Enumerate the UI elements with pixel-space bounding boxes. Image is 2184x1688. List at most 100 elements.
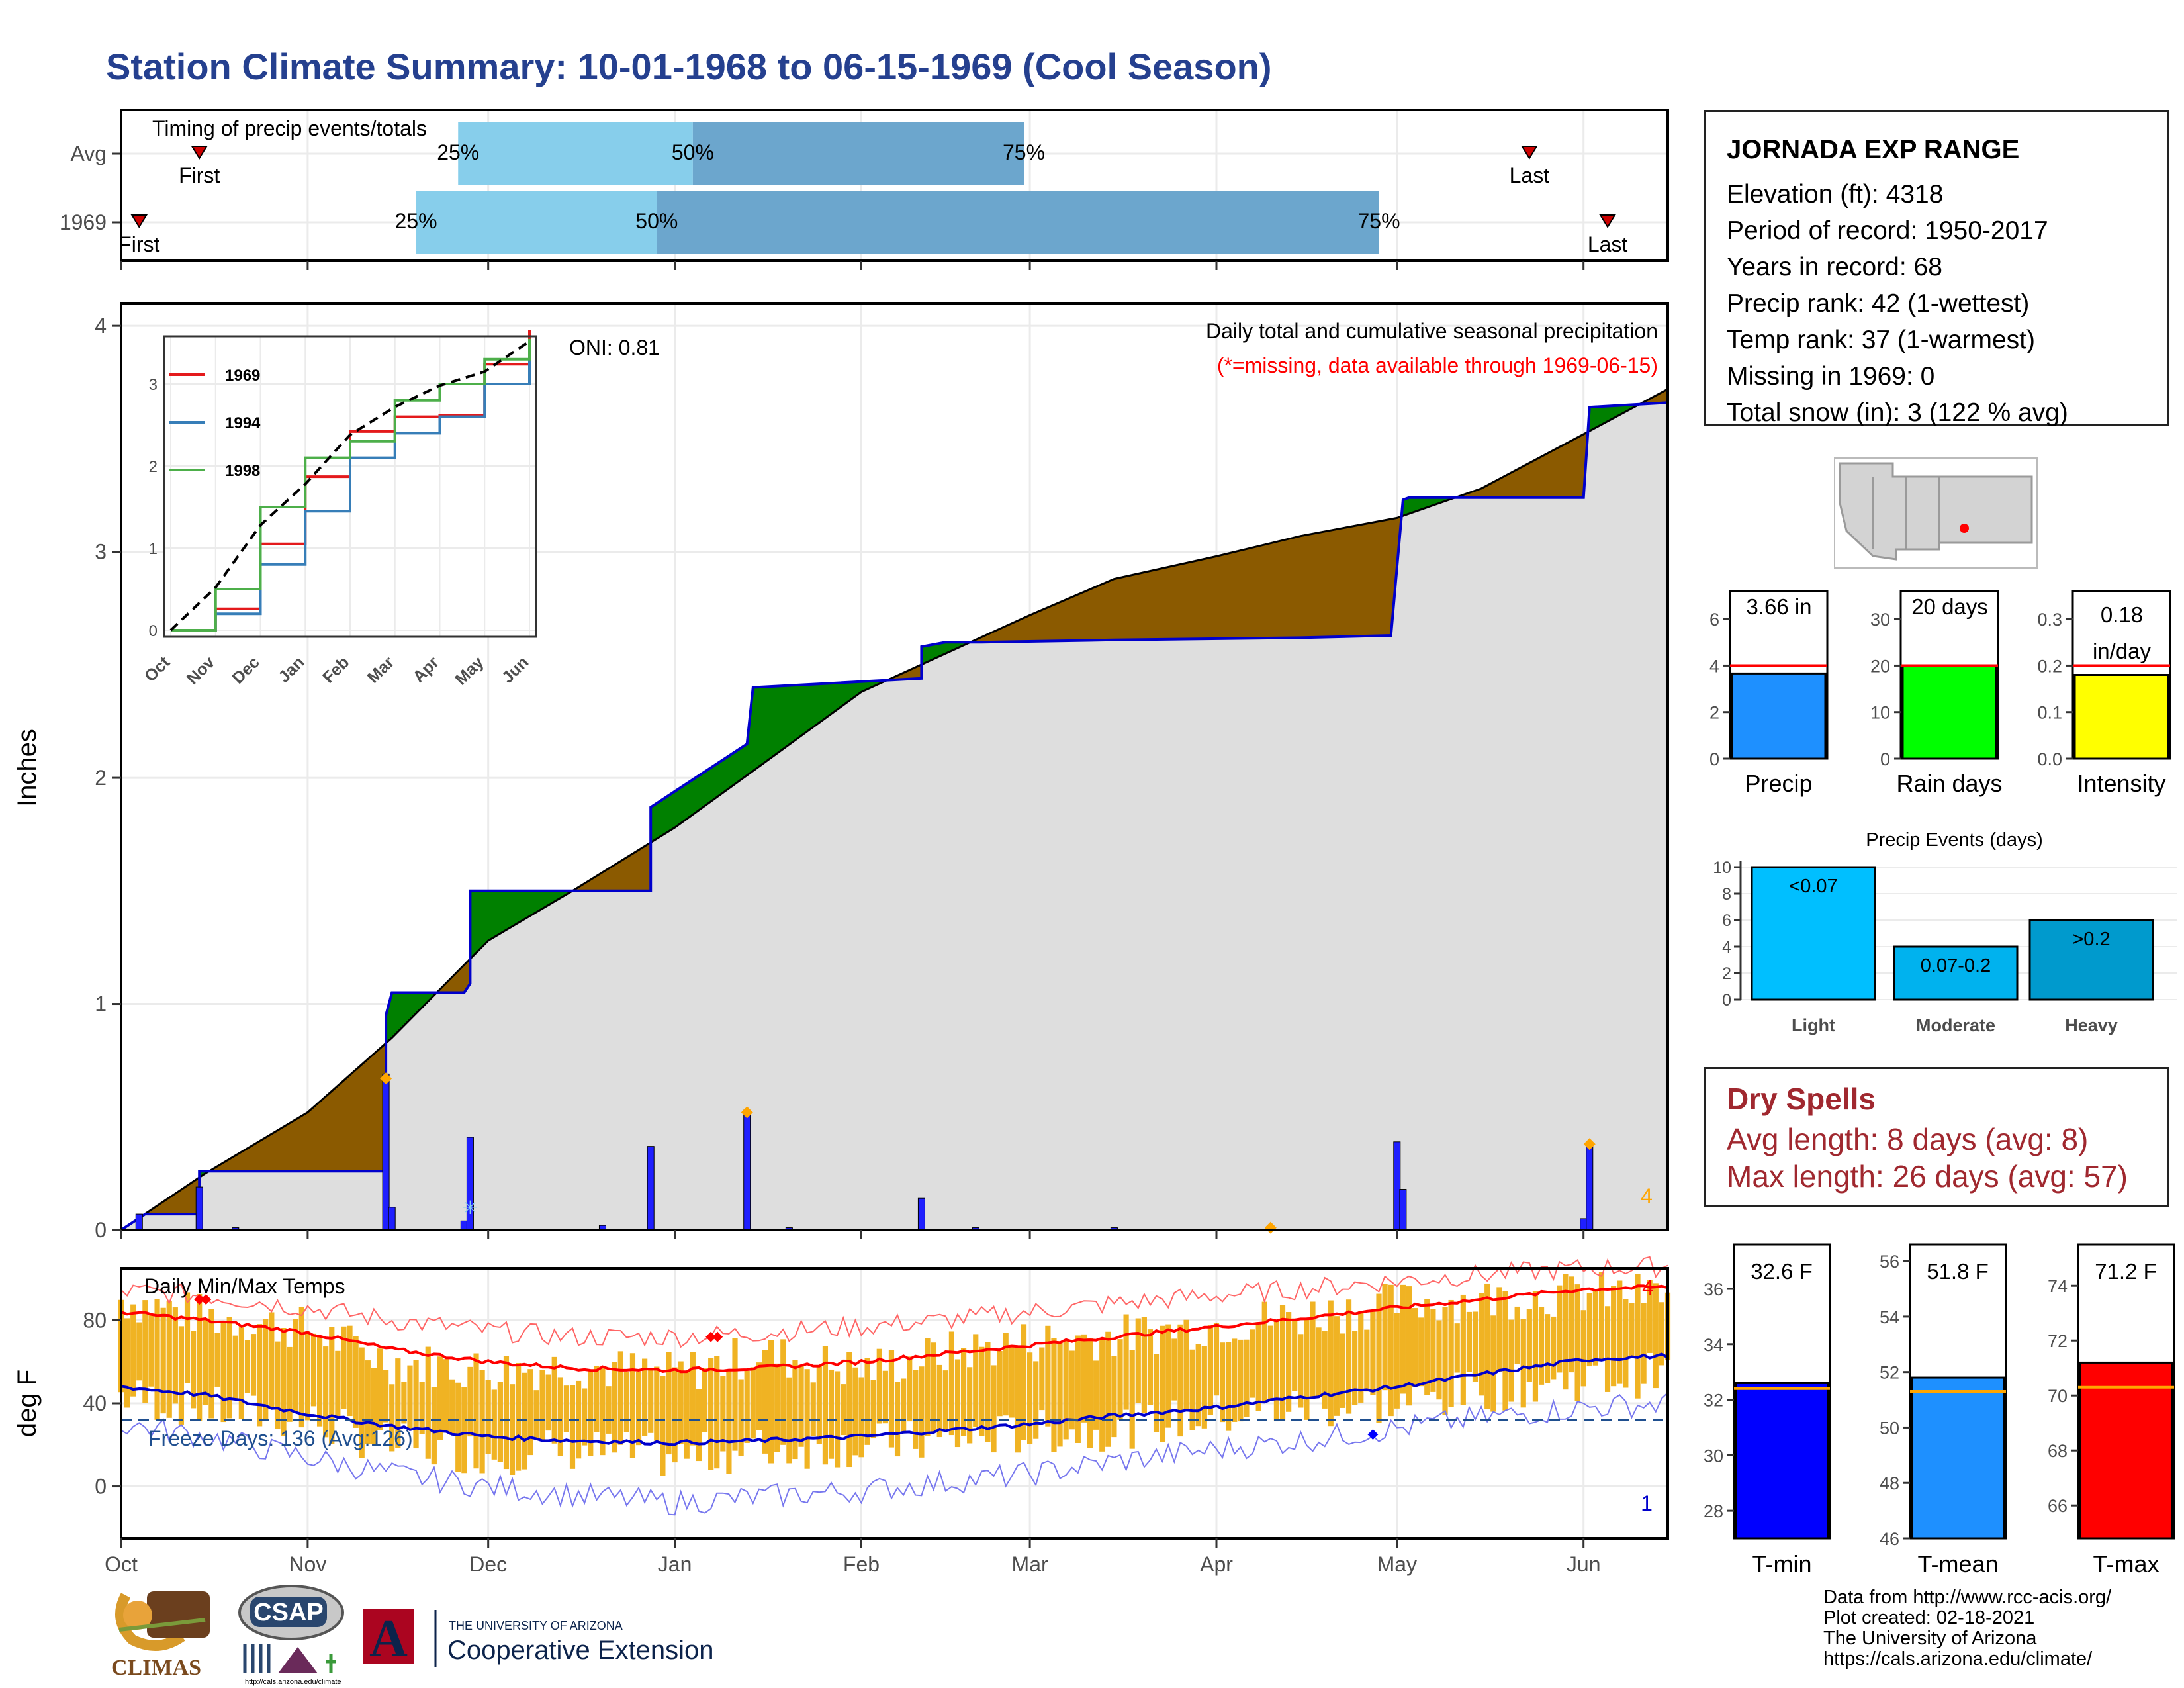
temp-daily-range-bar	[298, 1307, 304, 1428]
temp-daily-range-bar	[497, 1382, 503, 1462]
temp-daily-range-bar	[720, 1376, 726, 1452]
dry-spells-box: Dry Spells Avg length: 8 days (avg: 8) M…	[1704, 1067, 2169, 1207]
temp-x-tick-label: Mar	[1012, 1552, 1048, 1576]
temp-daily-range-bar	[1563, 1274, 1569, 1390]
temp-daily-range-bar	[882, 1370, 888, 1424]
temp-daily-range-bar	[973, 1334, 979, 1427]
station-info-line: Missing in 1969: 0	[1727, 362, 1935, 391]
summary-y-tick-label: 46	[1880, 1529, 1899, 1549]
precip-chart-subtitle: (*=missing, data available through 1969-…	[1217, 353, 1658, 377]
page-title: Station Climate Summary: 10-01-1968 to 0…	[106, 46, 1272, 87]
temp-daily-range-bar	[629, 1353, 636, 1458]
temp-chart: Daily Min/Max Temps Freeze Days: 136 (Avg…	[13, 1256, 1671, 1576]
temp-daily-range-bar	[1352, 1331, 1358, 1405]
temp-daily-range-bar	[407, 1365, 413, 1430]
temp-daily-range-bar	[413, 1360, 419, 1449]
temp-daily-range-bar	[509, 1384, 516, 1475]
timing-percentile-label: 50%	[635, 209, 678, 233]
temp-daily-range-bar	[1574, 1284, 1580, 1401]
summary-y-tick-label: 50	[1880, 1418, 1899, 1438]
temp-daily-range-bar	[762, 1350, 768, 1454]
dry-spells-max: Max length: 26 days (avg: 57)	[1727, 1159, 2128, 1194]
temp-chart-title: Daily Min/Max Temps	[144, 1274, 345, 1298]
temp-daily-range-bar	[1111, 1355, 1117, 1438]
precip-events-bar-label: <0.07	[1789, 876, 1837, 897]
timing-title: Timing of precip events/totals	[152, 117, 427, 140]
temp-daily-range-bar	[304, 1331, 310, 1421]
temp-daily-range-bar	[672, 1367, 678, 1463]
temp-daily-range-bar	[582, 1388, 588, 1446]
temp-daily-range-bar	[178, 1326, 185, 1425]
summary-y-tick-label: 66	[2048, 1496, 2068, 1516]
temp-daily-range-bar	[1551, 1316, 1557, 1380]
station-marker-icon	[1960, 524, 1969, 533]
temp-daily-range-bar	[948, 1331, 954, 1436]
precip-average-cumulative-line	[120, 388, 1668, 1231]
summary-category-label: T-mean	[1917, 1550, 1998, 1577]
precip-events-bar	[1751, 866, 1876, 1001]
precip-events-y-tick-label: 8	[1722, 885, 1731, 904]
temp-daily-range-bar	[1232, 1338, 1238, 1422]
summary-y-tick-label: 30	[1870, 610, 1890, 630]
precip-chart-title: Daily total and cumulative seasonal prec…	[1206, 319, 1658, 343]
temp-daily-range-bar	[371, 1368, 377, 1445]
station-info-box: JORNADA EXP RANGE Elevation (ft): 4318 P…	[1704, 110, 2169, 427]
temp-daily-range-bar	[1611, 1286, 1617, 1387]
temp-daily-range-bar	[954, 1359, 961, 1448]
temp-daily-range-bar	[563, 1385, 570, 1432]
temp-daily-range-bar	[461, 1387, 467, 1474]
temp-daily-range-bar	[365, 1360, 371, 1444]
temp-daily-range-bar	[864, 1358, 870, 1445]
temp-daily-range-bar	[335, 1350, 341, 1417]
temp-daily-range-bar	[1081, 1334, 1087, 1423]
record-high-marker-icon	[712, 1331, 723, 1342]
temp-daily-range-bar	[197, 1293, 203, 1421]
temp-record-high-count: 4	[1642, 1276, 1654, 1299]
temp-daily-range-bar	[936, 1364, 942, 1438]
station-info-line: Years in record: 68	[1727, 253, 1942, 281]
temp-daily-range-bar	[648, 1370, 654, 1433]
temp-daily-range-bar	[1538, 1307, 1545, 1385]
temp-daily-range-bar	[1490, 1315, 1496, 1412]
temp-daily-range-bar	[913, 1370, 919, 1449]
temp-daily-range-bar	[1117, 1339, 1123, 1420]
temp-daily-range-bar	[1105, 1331, 1111, 1447]
temp-daily-range-bar	[756, 1362, 762, 1430]
timing-percentile-label: 25%	[395, 209, 437, 233]
temp-daily-range-bar	[804, 1369, 810, 1469]
temp-daily-range-bar	[269, 1312, 275, 1409]
temp-daily-range-bar	[1039, 1347, 1045, 1411]
precip-chart: ✳ Daily total and cumulative seasonal pre…	[13, 302, 1669, 1242]
temp-daily-range-bar	[1322, 1331, 1328, 1409]
temp-daily-range-bar	[870, 1380, 876, 1439]
timing-percentile-label: 75%	[1357, 209, 1400, 233]
station-info-line: Elevation (ft): 4318	[1727, 180, 1944, 209]
temp-daily-range-bar	[323, 1346, 329, 1438]
ua-cooperative-extension-logo: A THE UNIVERSITY OF ARIZONA Cooperative …	[363, 1609, 713, 1668]
inset-legend-label: 1994	[225, 414, 261, 432]
temp-daily-range-bar	[1526, 1309, 1532, 1382]
summary-value-label: 0.18	[2101, 602, 2143, 627]
temp-daily-range-bar	[960, 1348, 967, 1436]
temp-daily-range-bar	[172, 1307, 178, 1404]
temp-x-tick-label: Oct	[105, 1552, 138, 1576]
temp-daily-range-bar	[154, 1299, 160, 1420]
temp-average-max-line	[120, 1284, 1668, 1374]
temp-daily-range-bar	[907, 1356, 913, 1422]
climas-logo: CLIMAS	[111, 1591, 210, 1680]
summary-category-label: T-max	[2093, 1550, 2159, 1577]
temp-daily-range-bar	[858, 1377, 864, 1458]
temp-daily-range-bar	[389, 1384, 395, 1452]
temp-daily-range-bar	[1244, 1339, 1250, 1417]
last-event-marker-icon	[1599, 214, 1616, 228]
temp-daily-range-bar	[1238, 1339, 1244, 1422]
summary-y-tick-label: 34	[1704, 1335, 1723, 1355]
inset-y-tick-label: 2	[149, 458, 158, 476]
svg-text:Cooperative Extension: Cooperative Extension	[447, 1636, 713, 1665]
temp-daily-range-bar	[846, 1352, 852, 1468]
temp-daily-range-bar	[1569, 1276, 1574, 1373]
last-event-label: Last	[1510, 164, 1550, 187]
temp-daily-range-bar	[443, 1359, 449, 1433]
temp-daily-range-bar	[816, 1365, 822, 1444]
temp-daily-range-bar	[527, 1369, 533, 1456]
